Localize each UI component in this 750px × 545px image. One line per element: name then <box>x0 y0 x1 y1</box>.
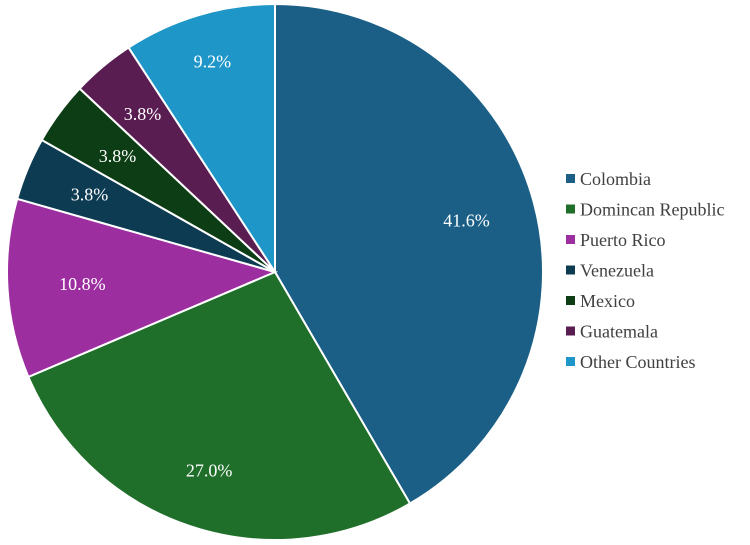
data-label-puerto-rico: 10.8% <box>59 274 106 294</box>
legend-label-mexico: Mexico <box>580 291 635 311</box>
pie-slice-other-countries <box>127 2 276 276</box>
data-label-guatemala: 3.8% <box>124 104 162 124</box>
legend-label-other-countries: Other Countries <box>580 352 695 372</box>
data-label-domincan-republic: 27.0% <box>186 460 233 480</box>
pie-slices <box>6 2 544 541</box>
data-label-venezuela: 3.8% <box>71 184 109 204</box>
legend-swatch-domincan-republic <box>566 204 575 214</box>
legend-swatch-other-countries <box>566 357 575 366</box>
legend-swatch-mexico <box>566 296 575 305</box>
data-label-mexico: 3.8% <box>99 146 137 166</box>
data-label-other-countries: 9.2% <box>194 51 232 71</box>
legend-swatch-venezuela <box>566 265 575 275</box>
legend-swatch-puerto-rico <box>566 235 575 244</box>
legend-label-venezuela: Venezuela <box>580 261 654 281</box>
legend-label-colombia: Colombia <box>580 169 651 189</box>
pie-slice-colombia <box>274 2 544 505</box>
pie-data-labels: 41.6% 27.0% 10.8% 3.8% 3.8% 3.8% 9.2% <box>59 51 490 480</box>
legend-label-puerto-rico: Puerto Rico <box>580 230 666 250</box>
legend-label-guatemala: Guatemala <box>580 322 658 342</box>
legend-label-domincan-republic: Domincan Republic <box>580 200 724 220</box>
data-label-colombia: 41.6% <box>443 210 490 230</box>
pie-slice-puerto-rico <box>6 197 278 379</box>
legend-swatch-colombia <box>566 174 575 183</box>
legend: Colombia Domincan Republic Puerto Rico Vene… <box>566 169 724 372</box>
legend-swatch-guatemala <box>566 326 575 336</box>
pie-slice-domincan-republic <box>27 270 412 541</box>
